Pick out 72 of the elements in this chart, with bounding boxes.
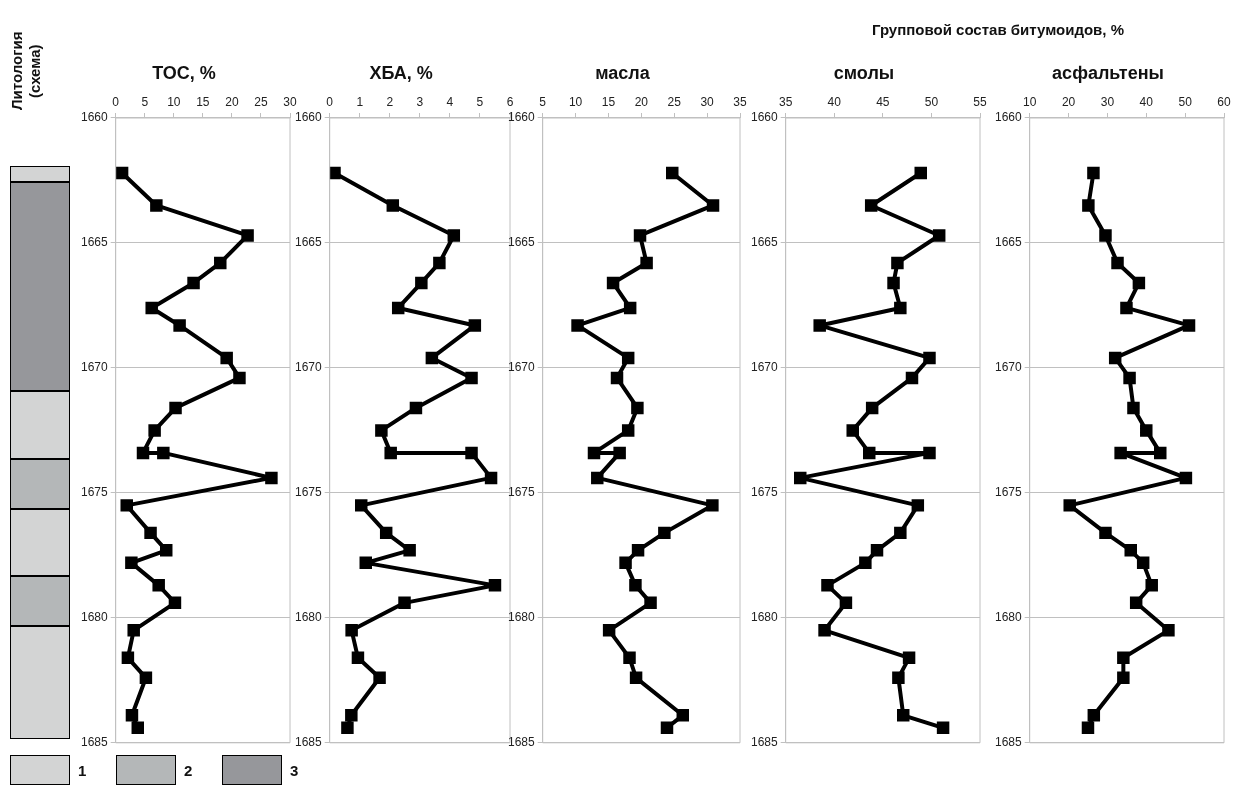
y-tick-label: 1685 — [994, 735, 1023, 750]
x-tick-label: 15 — [196, 95, 210, 110]
x-tick-label: 30 — [283, 95, 297, 110]
y-tick-label: 1675 — [507, 485, 536, 500]
y-tick-label: 1665 — [294, 235, 323, 250]
x-tick-label: 40 — [827, 95, 842, 110]
x-tick-label: 60 — [1217, 95, 1231, 110]
y-tick-label: 1660 — [507, 110, 536, 125]
y-tick-label: 1680 — [80, 610, 109, 625]
x-tick-label: 30 — [1100, 95, 1115, 110]
x-tick-label: 10 — [167, 95, 181, 110]
y-tick-label: 1680 — [507, 610, 536, 625]
y-tick-label: 1660 — [80, 110, 109, 125]
x-tick-label: 50 — [924, 95, 939, 110]
chart-title: асфальтены — [1052, 62, 1164, 83]
x-tick-label: 2 — [386, 95, 394, 110]
y-tick-label: 1670 — [750, 360, 779, 375]
y-tick-label: 1680 — [994, 610, 1023, 625]
x-tick-label: 20 — [634, 95, 649, 110]
x-tick-label: 10 — [568, 95, 583, 110]
x-tick-label: 10 — [1023, 95, 1037, 110]
x-tick-label: 5 — [476, 95, 484, 110]
y-tick-label: 1675 — [294, 485, 323, 500]
x-tick-label: 40 — [1139, 95, 1154, 110]
x-tick-label: 5 — [141, 95, 149, 110]
x-tick-label: 6 — [506, 95, 514, 110]
y-tick-label: 1660 — [294, 110, 323, 125]
chart-title: масла — [595, 62, 651, 83]
x-tick-label: 1 — [356, 95, 364, 110]
x-tick-label: 45 — [876, 95, 890, 110]
text: Групповой состав битумоидов, % — [870, 21, 1125, 38]
x-tick-label: 3 — [416, 95, 424, 110]
y-tick-label: 1680 — [750, 610, 779, 625]
x-tick-label: 15 — [601, 95, 616, 110]
x-tick-label: 50 — [1178, 95, 1193, 110]
x-tick-label: 55 — [973, 95, 987, 110]
y-tick-label: 1665 — [80, 235, 109, 250]
x-tick-label: 35 — [733, 95, 747, 110]
y-tick-label: 1685 — [750, 735, 779, 750]
y-tick-label: 1670 — [80, 360, 109, 375]
x-tick-label: 20 — [225, 95, 239, 110]
x-tick-label: 25 — [667, 95, 682, 110]
x-tick-label: 20 — [1061, 95, 1076, 110]
y-tick-label: 1685 — [294, 735, 323, 750]
x-tick-label: 5 — [539, 95, 547, 110]
y-tick-label: 1685 — [507, 735, 536, 750]
text: Литология (схема) — [8, 30, 44, 113]
text: 1 — [78, 761, 87, 779]
chart-title: ХБА, % — [369, 62, 433, 83]
y-tick-label: 1660 — [994, 110, 1023, 125]
y-tick-label: 1665 — [507, 235, 536, 250]
y-tick-label: 1675 — [750, 485, 779, 500]
y-tick-label: 1670 — [507, 360, 536, 375]
y-tick-label: 1660 — [750, 110, 779, 125]
y-tick-label: 1665 — [994, 235, 1023, 250]
y-tick-label: 1675 — [994, 485, 1023, 500]
y-tick-label: 1670 — [294, 360, 323, 375]
text: 2 — [184, 761, 193, 779]
y-tick-label: 1675 — [80, 485, 109, 500]
x-tick-label: 35 — [779, 95, 793, 110]
x-tick-label: 0 — [112, 95, 120, 110]
y-tick-label: 1680 — [294, 610, 323, 625]
x-tick-label: 4 — [446, 95, 454, 110]
x-tick-label: 0 — [326, 95, 334, 110]
y-tick-label: 1665 — [750, 235, 779, 250]
y-tick-label: 1670 — [994, 360, 1023, 375]
y-tick-label: 1685 — [80, 735, 109, 750]
text: 3 — [290, 761, 299, 779]
chart-title: смолы — [833, 62, 895, 83]
x-tick-label: 30 — [700, 95, 715, 110]
x-tick-label: 25 — [254, 95, 268, 110]
chart-title: TOC, % — [152, 62, 216, 83]
